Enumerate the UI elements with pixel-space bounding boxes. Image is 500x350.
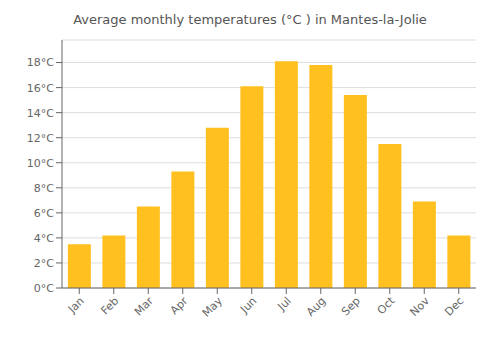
- svg-text:Oct: Oct: [375, 294, 398, 317]
- svg-text:4°C: 4°C: [34, 232, 54, 245]
- svg-text:Sep: Sep: [339, 294, 363, 318]
- svg-text:0°C: 0°C: [34, 282, 54, 295]
- svg-text:Apr: Apr: [168, 294, 191, 317]
- svg-text:2°C: 2°C: [34, 257, 54, 270]
- svg-text:Mar: Mar: [132, 294, 156, 318]
- svg-text:Jul: Jul: [275, 294, 294, 313]
- svg-text:Dec: Dec: [442, 294, 466, 318]
- svg-text:May: May: [200, 294, 226, 320]
- svg-text:10°C: 10°C: [27, 157, 54, 170]
- svg-text:16°C: 16°C: [27, 82, 54, 95]
- svg-text:14°C: 14°C: [27, 107, 54, 120]
- svg-text:Jun: Jun: [237, 294, 259, 316]
- svg-text:Nov: Nov: [408, 294, 433, 319]
- svg-text:Aug: Aug: [304, 294, 328, 318]
- svg-text:Feb: Feb: [98, 294, 121, 317]
- svg-text:8°C: 8°C: [34, 182, 54, 195]
- html-text:Average monthly temperatures (: Average monthly temperatures (°C ) in Ma…: [73, 12, 427, 27]
- svg-text:12°C: 12°C: [27, 132, 54, 145]
- svg-text:Jan: Jan: [65, 294, 87, 316]
- svg-text:18°C: 18°C: [27, 56, 54, 69]
- svg-text:6°C: 6°C: [34, 207, 54, 220]
